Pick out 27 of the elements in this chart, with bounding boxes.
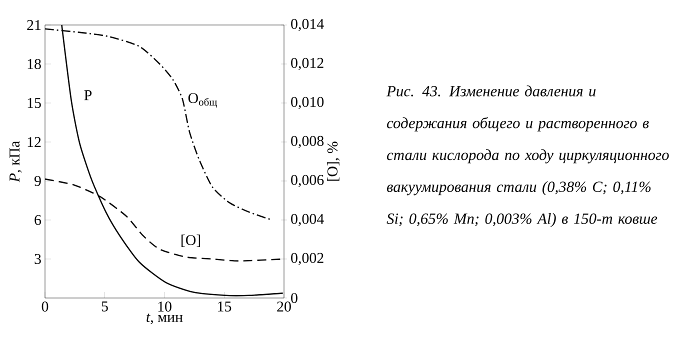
y-tick-label: 21 [27, 20, 41, 30]
x-tick-label: 10 [158, 302, 172, 312]
y2-tick-label: 0,002 [291, 252, 324, 266]
y2-tick-label: 0,004 [291, 214, 324, 226]
y-tick-label: 9 [34, 176, 41, 186]
y2-tick-label: 0,014 [291, 18, 324, 32]
y2-tick-label: 0,012 [291, 58, 324, 70]
y-axis-title: P, кПа [10, 141, 22, 182]
y-tick-label: 15 [28, 98, 41, 108]
x-tick-label: 0 [42, 302, 48, 312]
x-tick-label: 20 [277, 302, 291, 312]
y2-axis-title: [O], % [327, 142, 340, 181]
y2-tick-label: 0 [291, 292, 298, 304]
x-tick-label: 15 [218, 302, 232, 312]
series-label: P [84, 90, 92, 100]
text: Рис. 43. Изменение давления и содержания общего и растворенного в стали кислорода по ходу циркуляционного вакуумирования стали (0,38% C; 0,11% Si; 0,65% Mn; 0,003% Al) в 150-т ковше [386, 86, 669, 228]
y-tick-label: 6 [34, 214, 42, 226]
y-tick-label: 12 [28, 137, 41, 147]
y2-tick-label: 0,010 [291, 96, 324, 110]
y2-tick-label: 0,008 [291, 136, 324, 148]
x-axis-title: t, мин [146, 313, 183, 324]
series-label: [O] [182, 234, 200, 247]
y2-tick-label: 0,006 [291, 174, 324, 188]
y-tick-label: 18 [28, 58, 41, 70]
series-label: O$_{общ}$ [188, 93, 217, 108]
x-tick-label: 5 [102, 302, 108, 312]
y-tick-label: 3 [34, 254, 41, 264]
